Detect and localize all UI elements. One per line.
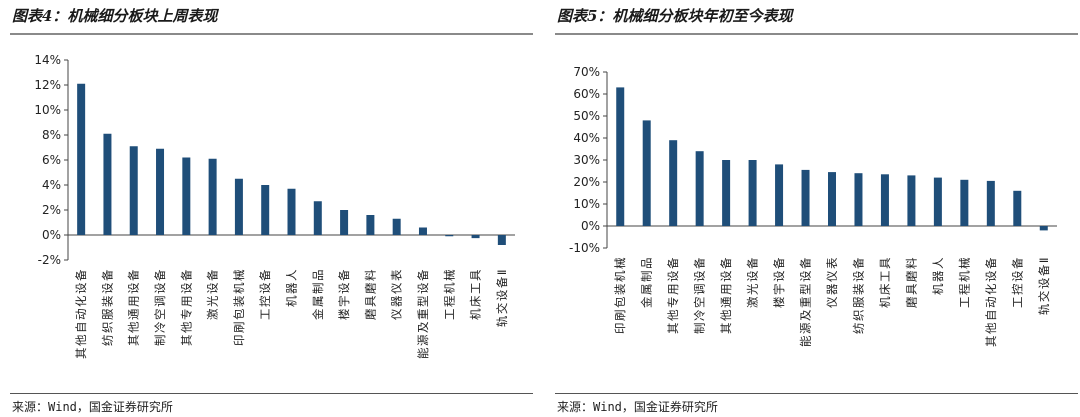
category-label: 机器人 [931,256,945,295]
bar [642,120,651,226]
y-tick-label: 12% [34,78,61,92]
bar [775,164,784,226]
y-tick-label: 50% [573,109,600,123]
bar [828,172,836,226]
title-divider [555,33,1078,35]
y-tick-label: 0% [581,219,600,233]
category-label: 轨交设备Ⅱ [495,268,509,327]
bar [616,87,625,227]
bar-chart-ytd: -10% 0% 10% 20% 30% 40% 50% 60% 70% 印刷包装机械 金属制品 其他专… [569,65,1057,347]
category-label: 其他专用设备 [666,256,680,334]
category-label: 仪器仪表 [390,268,404,320]
chart-title: 图表4：机械细分板块上周表现 [12,7,218,25]
category-label: 工程机械 [957,256,971,308]
chart-title: 图表5：机械细分板块年初至今表现 [557,7,793,25]
bar [418,227,427,235]
source-note: 来源：Wind，国金证券研究所 [12,400,173,414]
y-tick-label: 20% [573,175,600,189]
bar [340,210,349,235]
y-tick-label: 0% [42,228,61,242]
y-tick-label: 40% [573,131,600,145]
bar [287,188,296,235]
bar [313,201,322,235]
bar [933,177,942,226]
chart-panel-weekly: 图表4：机械细分板块上周表现 -2% 0% 2% 4% 6% 8% 10% 12% 14% 其他自… [0,0,535,417]
title-divider [10,33,533,35]
bar [445,235,454,237]
category-label: 激光设备 [746,256,760,308]
bar [129,146,138,235]
category-label: 其他自动化设备 [984,256,998,347]
y-tick-label: -2% [38,253,61,267]
category-label: 工控设备 [258,268,272,320]
category-label: 工控设备 [1010,256,1024,308]
bar [156,148,165,235]
bottom-divider [10,393,533,394]
y-tick-label: 14% [34,53,61,67]
bar [261,185,270,235]
y-tick-label: 2% [42,203,61,217]
y-tick-label: 10% [573,197,600,211]
category-label: 楼宇设备 [772,256,786,308]
category-label: 印刷包装机械 [232,268,246,346]
source-note: 来源：Wind，国金证券研究所 [557,400,718,414]
bottom-divider [555,393,1078,394]
category-label: 机床工具 [469,268,483,320]
bar [471,235,480,239]
category-label: 能源及重型设备 [416,268,430,359]
bar [208,158,217,235]
bar [182,157,191,235]
y-tick-label: 6% [42,153,61,167]
bar [907,175,916,226]
bar [960,179,969,226]
category-label: 机床工具 [878,256,892,308]
category-label: 其他通用设备 [719,256,733,334]
category-label: 印刷包装机械 [613,256,627,334]
bar [748,160,757,226]
category-label: 磨具磨料 [363,268,377,320]
bar [103,133,112,235]
category-label: 磨具磨料 [904,256,918,308]
bar [392,218,401,235]
bar [880,174,889,226]
category-label: 制冷空调设备 [153,268,167,346]
bar [854,173,863,226]
category-label: 激光设备 [206,268,220,320]
y-tick-label: 30% [573,153,600,167]
y-tick-label: 4% [42,178,61,192]
bar [497,235,506,245]
bar [366,215,375,235]
y-tick-label: -10% [569,241,600,255]
category-label: 其他自动化设备 [74,268,88,359]
category-label: 制冷空调设备 [693,256,707,334]
category-label: 纺织服装设备 [851,256,865,334]
category-label: 金属制品 [640,256,654,308]
bar [1013,190,1022,226]
bar [722,160,731,226]
y-tick-label: 10% [34,103,61,117]
category-label: 工程机械 [442,268,456,320]
category-label: 其他通用设备 [127,268,141,346]
bar [1039,226,1048,231]
bar [669,140,678,226]
category-label: 轨交设备Ⅱ [1037,256,1051,315]
bar [77,83,86,235]
category-label: 仪器仪表 [825,256,839,308]
bar-chart-weekly: -2% 0% 2% 4% 6% 8% 10% 12% 14% 其他自动化设备 纺织服装设备 其他通用设… [34,53,515,359]
y-tick-label: 8% [42,128,61,142]
bar [695,151,704,226]
y-tick-label: 60% [573,87,600,101]
category-label: 金属制品 [311,268,325,320]
category-label: 楼宇设备 [337,268,351,320]
y-tick-label: 70% [573,65,600,79]
category-label: 能源及重型设备 [799,256,813,347]
chart-panel-ytd: 图表5：机械细分板块年初至今表现 -10% 0% 10% 20% 30% 40% 50% 60… [545,0,1080,417]
category-label: 机器人 [285,268,299,307]
category-label: 其他专用设备 [179,268,193,346]
bar [234,178,243,235]
bar [986,180,995,226]
bar [801,169,810,226]
category-label: 纺织服装设备 [100,268,114,346]
